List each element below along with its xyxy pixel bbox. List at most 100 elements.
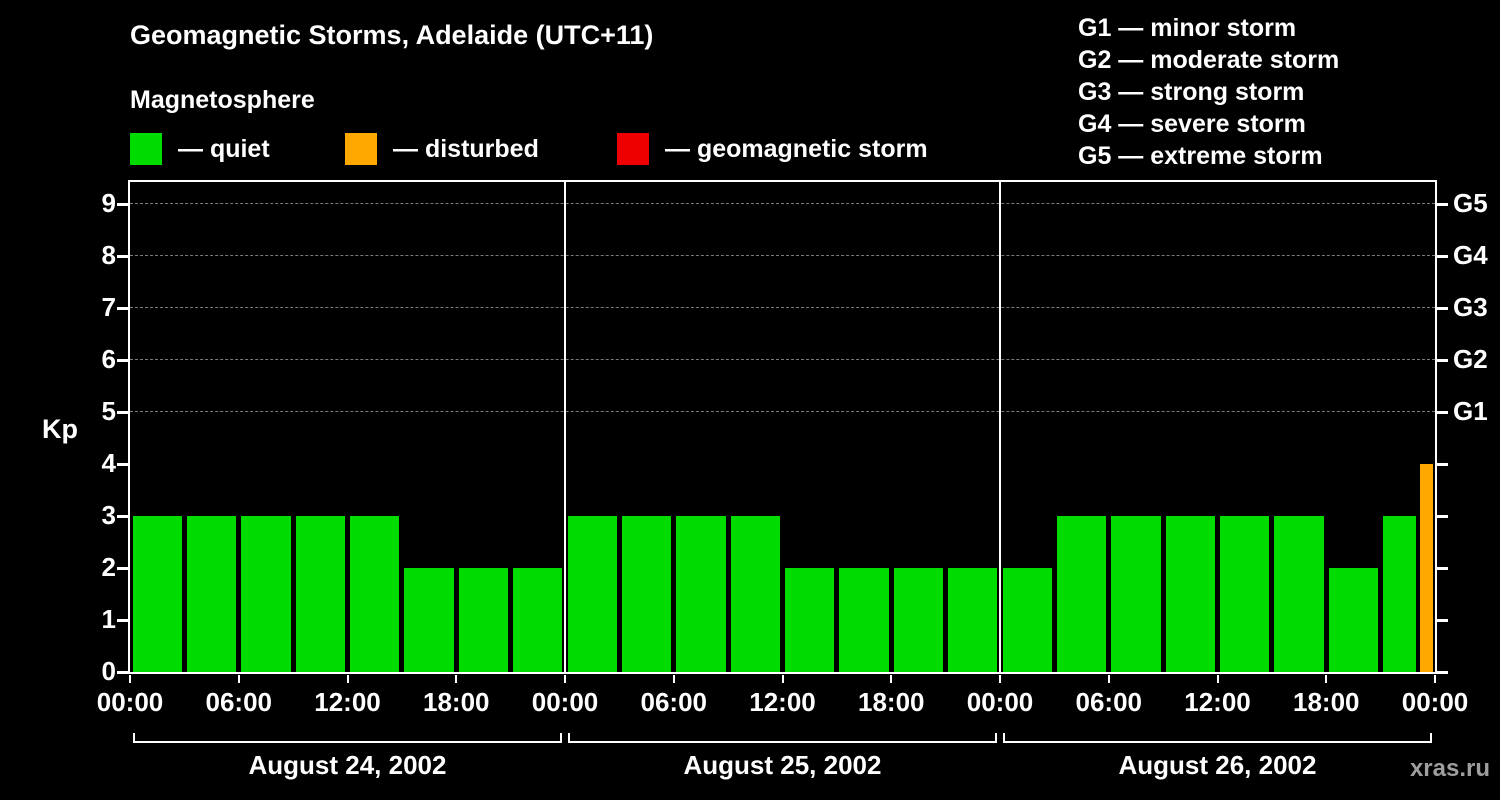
x-tick-label: 00:00 (966, 687, 1034, 717)
x-tick-label: 06:00 (1075, 687, 1143, 717)
kp-axis-title: Kp (42, 414, 78, 444)
x-tick (1434, 675, 1436, 683)
day-bracket-cap (568, 733, 570, 743)
kp-bar (241, 516, 291, 672)
y-tick-right (1437, 671, 1448, 674)
legend-item-disturbed: — disturbed (345, 132, 539, 166)
x-tick-label: 00:00 (96, 687, 164, 717)
kp-bar (785, 568, 835, 672)
x-tick (672, 675, 675, 683)
y-tick-label: 6 (101, 344, 116, 374)
legend-item-quiet: — quiet (130, 132, 270, 166)
plot-area (128, 180, 1437, 674)
kp-bar (186, 516, 237, 672)
gridline-kp6 (130, 359, 1435, 360)
kp-bar (1220, 516, 1270, 672)
x-tick-label: 00:00 (531, 687, 599, 717)
x-tick (237, 675, 240, 683)
x-tick-label: 06:00 (205, 687, 273, 717)
y-tick (117, 567, 128, 570)
x-tick-label: 00:00 (1401, 687, 1469, 717)
y-tick-label: 3 (101, 500, 116, 530)
day-bracket-cap (133, 733, 135, 743)
kp-bar (1002, 568, 1052, 672)
y-tick (117, 671, 128, 674)
kp-bar (1165, 516, 1215, 672)
kp-bar (350, 516, 400, 672)
y-tick-right (1437, 359, 1448, 362)
gridline-kp8 (130, 255, 1435, 256)
kp-bar (948, 568, 998, 672)
g-scale-label-g4: G4 (1453, 240, 1488, 270)
storm-scale-g5: G5 — extreme storm (1078, 142, 1323, 170)
y-tick-label: 8 (101, 240, 116, 270)
date-label: August 24, 2002 (248, 750, 447, 780)
x-tick-label: 12:00 (314, 687, 381, 717)
day-bracket-cap (995, 733, 997, 743)
kp-bar (839, 568, 889, 672)
y-tick-label: 0 (101, 656, 116, 686)
y-tick-label: 1 (101, 604, 116, 634)
y-tick-right (1437, 255, 1448, 258)
legend-item-storm: — geomagnetic storm (617, 132, 928, 166)
kp-bar (404, 568, 454, 672)
x-tick (346, 675, 349, 683)
y-tick-right (1437, 463, 1448, 466)
x-tick (1325, 675, 1328, 683)
current-interval-bar (1416, 464, 1433, 672)
storm-scale-g1: G1 — minor storm (1078, 14, 1297, 42)
x-tick (1107, 675, 1110, 683)
y-tick (117, 463, 128, 466)
xras-watermark-link[interactable]: xras.ru (1409, 755, 1490, 782)
kp-bar (1111, 516, 1161, 672)
legend-label-storm: — geomagnetic storm (665, 134, 928, 163)
y-tick (117, 255, 128, 258)
y-tick (117, 203, 128, 206)
magnetosphere-label: Magnetosphere (130, 86, 315, 114)
y-tick-right (1437, 515, 1448, 518)
y-tick-right (1437, 619, 1448, 622)
y-tick (117, 619, 128, 622)
y-tick (117, 515, 128, 518)
kp-bar (1274, 516, 1324, 672)
gridline-kp7 (130, 307, 1435, 308)
legend-label-quiet: — quiet (178, 134, 270, 163)
kp-bar (1328, 568, 1379, 672)
day-bracket-cap (1430, 733, 1432, 743)
y-tick-right (1437, 307, 1448, 310)
x-tick-label: 18:00 (1293, 687, 1360, 717)
day-bracket-cap (1003, 733, 1005, 743)
x-tick (890, 675, 893, 683)
y-tick-label: 2 (101, 552, 116, 582)
day-bracket (568, 741, 997, 743)
storm-scale-legend: G1 — minor storm G2 — moderate storm G3 … (1078, 12, 1339, 172)
gridline-kp9 (130, 203, 1435, 204)
storm-color-swatch (617, 133, 649, 165)
kp-bar (295, 516, 345, 672)
x-tick (999, 675, 1001, 683)
x-tick (455, 675, 458, 683)
kp-bar (730, 516, 780, 672)
y-tick (117, 411, 128, 414)
kp-bar (893, 568, 944, 672)
x-tick-label: 06:00 (640, 687, 708, 717)
date-label: August 26, 2002 (1118, 750, 1317, 780)
x-tick (564, 675, 566, 683)
storm-scale-g4: G4 — severe storm (1078, 110, 1306, 138)
kp-bar (132, 516, 182, 672)
kp-bar (458, 568, 509, 672)
x-tick-label: 18:00 (858, 687, 925, 717)
g-scale-label-g3: G3 (1453, 292, 1488, 322)
x-tick-label: 18:00 (423, 687, 490, 717)
kp-bar (513, 568, 563, 672)
day-separator (564, 182, 566, 672)
y-tick (117, 359, 128, 362)
x-tick (1216, 675, 1219, 683)
x-tick-label: 12:00 (749, 687, 816, 717)
gridline-kp5 (130, 411, 1435, 412)
chart-title: Geomagnetic Storms, Adelaide (UTC+11) (130, 20, 654, 50)
kp-bar (567, 516, 617, 672)
kp-bar (621, 516, 672, 672)
kp-bar (676, 516, 726, 672)
day-bracket-cap (560, 733, 562, 743)
